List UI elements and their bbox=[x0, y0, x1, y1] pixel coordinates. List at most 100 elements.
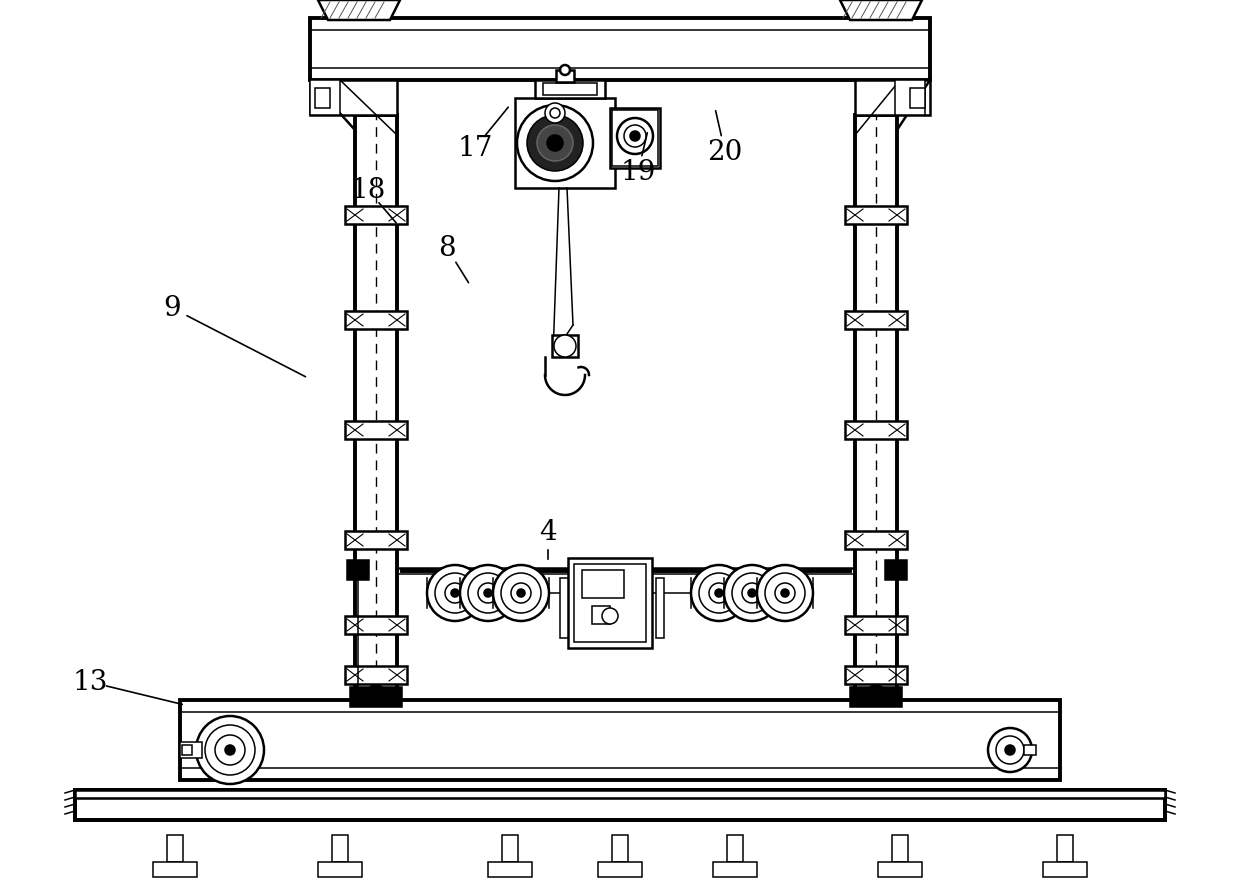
Circle shape bbox=[501, 573, 541, 613]
Bar bbox=[552, 335, 578, 357]
Bar bbox=[656, 578, 663, 638]
Circle shape bbox=[460, 565, 516, 621]
Circle shape bbox=[537, 125, 573, 161]
Text: 20: 20 bbox=[707, 138, 743, 166]
Bar bbox=[345, 421, 407, 439]
Polygon shape bbox=[317, 0, 401, 20]
Bar bbox=[167, 835, 184, 862]
Circle shape bbox=[781, 589, 789, 597]
Bar bbox=[315, 88, 330, 108]
Circle shape bbox=[756, 565, 813, 621]
Circle shape bbox=[715, 589, 723, 597]
Bar bbox=[317, 862, 362, 877]
Circle shape bbox=[196, 716, 264, 784]
Bar bbox=[713, 862, 756, 877]
Circle shape bbox=[445, 583, 465, 603]
Circle shape bbox=[435, 573, 475, 613]
Bar bbox=[598, 862, 642, 877]
Bar bbox=[878, 862, 923, 877]
Bar bbox=[543, 83, 596, 95]
Text: 13: 13 bbox=[72, 668, 108, 696]
Circle shape bbox=[775, 583, 795, 603]
Circle shape bbox=[551, 108, 560, 118]
Circle shape bbox=[732, 573, 773, 613]
Bar bbox=[347, 560, 370, 580]
Bar bbox=[182, 745, 192, 755]
Bar bbox=[1056, 835, 1073, 862]
Bar bbox=[582, 570, 624, 598]
Circle shape bbox=[709, 583, 729, 603]
Text: 19: 19 bbox=[620, 159, 656, 186]
Circle shape bbox=[467, 573, 508, 613]
Circle shape bbox=[1004, 745, 1016, 755]
Circle shape bbox=[451, 589, 459, 597]
Bar bbox=[844, 206, 906, 224]
Circle shape bbox=[724, 565, 780, 621]
Bar bbox=[613, 110, 658, 166]
Circle shape bbox=[547, 135, 563, 151]
Circle shape bbox=[742, 583, 763, 603]
Circle shape bbox=[427, 565, 484, 621]
Circle shape bbox=[494, 565, 549, 621]
Bar bbox=[910, 88, 925, 108]
Circle shape bbox=[748, 589, 756, 597]
Circle shape bbox=[366, 685, 386, 705]
Circle shape bbox=[699, 573, 739, 613]
Text: 9: 9 bbox=[164, 294, 181, 321]
Bar bbox=[568, 558, 652, 648]
Circle shape bbox=[554, 335, 577, 357]
Bar bbox=[489, 862, 532, 877]
Bar bbox=[345, 531, 407, 549]
Bar bbox=[345, 206, 407, 224]
Circle shape bbox=[215, 735, 246, 765]
Text: 8: 8 bbox=[438, 235, 456, 261]
Text: 18: 18 bbox=[351, 177, 386, 203]
Text: 4: 4 bbox=[539, 519, 557, 547]
Bar bbox=[844, 311, 906, 329]
Circle shape bbox=[224, 745, 236, 755]
Bar bbox=[310, 80, 397, 115]
Circle shape bbox=[546, 103, 565, 123]
Circle shape bbox=[691, 565, 746, 621]
Bar bbox=[153, 862, 197, 877]
Circle shape bbox=[484, 589, 492, 597]
Bar bbox=[345, 311, 407, 329]
Bar bbox=[1024, 745, 1035, 755]
Bar bbox=[502, 835, 518, 862]
Bar bbox=[892, 835, 908, 862]
Bar bbox=[350, 687, 402, 707]
Bar bbox=[534, 80, 605, 98]
Bar bbox=[610, 108, 660, 168]
Bar bbox=[345, 616, 407, 634]
Circle shape bbox=[630, 131, 640, 141]
Bar bbox=[849, 687, 901, 707]
Bar bbox=[74, 790, 1166, 820]
Bar bbox=[856, 115, 897, 695]
Bar bbox=[844, 531, 906, 549]
Bar bbox=[332, 835, 348, 862]
Text: 17: 17 bbox=[458, 135, 492, 161]
Bar bbox=[844, 421, 906, 439]
Bar bbox=[515, 98, 615, 188]
Circle shape bbox=[527, 115, 583, 171]
Circle shape bbox=[601, 608, 618, 624]
Bar bbox=[885, 560, 906, 580]
Bar bbox=[844, 616, 906, 634]
Circle shape bbox=[560, 65, 570, 75]
Bar bbox=[613, 835, 627, 862]
Bar bbox=[180, 742, 202, 758]
Bar bbox=[310, 18, 930, 80]
Bar bbox=[591, 606, 610, 624]
Bar bbox=[556, 70, 574, 82]
Circle shape bbox=[511, 583, 531, 603]
Bar bbox=[180, 700, 1060, 780]
Bar bbox=[345, 666, 407, 684]
Bar bbox=[74, 790, 1166, 798]
Polygon shape bbox=[839, 0, 923, 20]
Circle shape bbox=[477, 583, 498, 603]
Bar bbox=[355, 115, 397, 695]
Circle shape bbox=[517, 589, 525, 597]
Bar bbox=[727, 835, 743, 862]
Circle shape bbox=[765, 573, 805, 613]
Circle shape bbox=[517, 105, 593, 181]
